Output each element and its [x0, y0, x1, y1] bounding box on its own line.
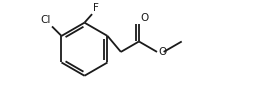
Text: O: O [140, 13, 148, 23]
Text: F: F [93, 3, 99, 13]
Text: O: O [158, 47, 166, 57]
Text: Cl: Cl [41, 15, 51, 25]
